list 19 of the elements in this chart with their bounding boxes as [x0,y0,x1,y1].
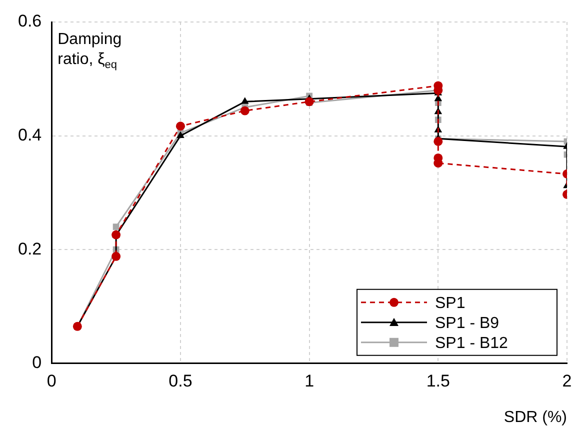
point [304,97,314,106]
legend-label: SP1 [435,294,466,312]
x-axis-title: SDR (%) [504,408,567,426]
x-tick-label: 0 [46,371,56,390]
x-tick-label: 2 [562,371,572,390]
point [176,122,185,131]
y-tick-label: 0.4 [18,125,42,144]
legend-label: SP1 - B9 [435,314,500,332]
point [240,106,250,116]
x-tick-label: 1 [304,371,314,390]
point [434,136,443,146]
y-tick-label: 0.6 [18,12,42,31]
y-tick-label: 0.2 [18,239,42,258]
x-tick-label: 0.5 [168,371,192,390]
y-tick-label: 0 [32,353,42,372]
x-tick-label: 1.5 [426,371,450,390]
point [112,224,120,230]
legend-label: SP1 - B12 [435,334,508,352]
point [241,97,249,104]
